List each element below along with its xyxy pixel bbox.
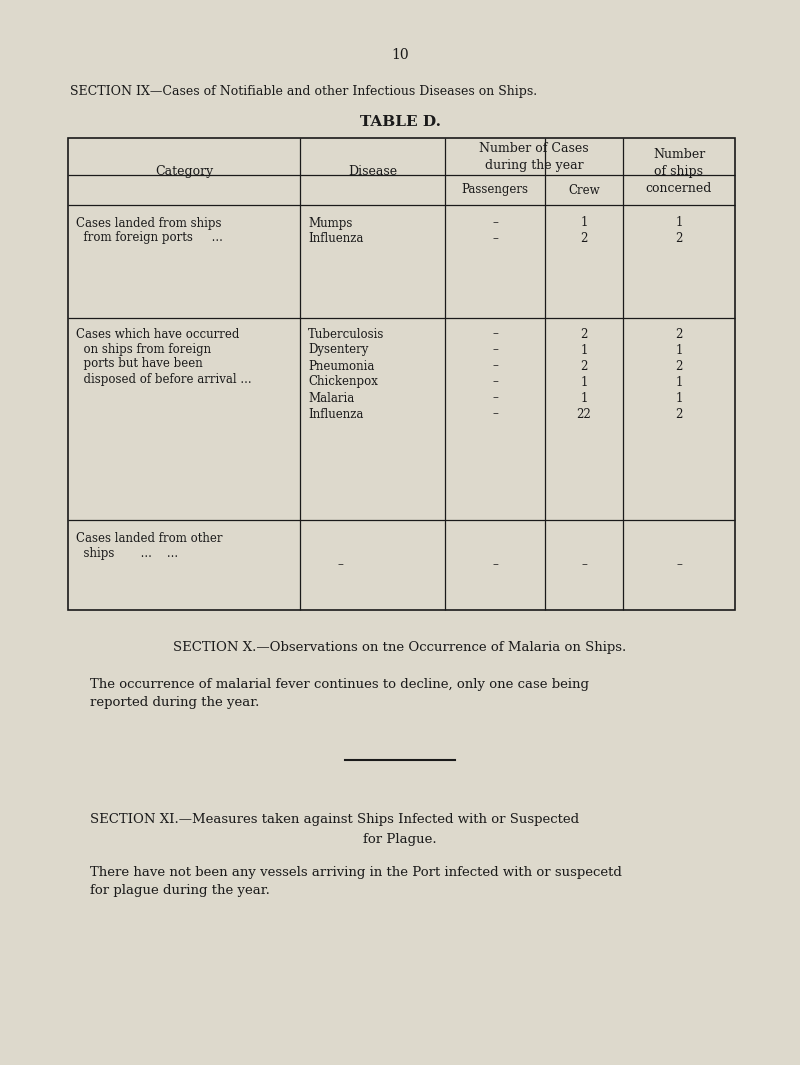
Text: Chickenpox: Chickenpox — [308, 376, 378, 389]
Text: –: – — [581, 558, 587, 572]
Text: ships       ...    ...: ships ... ... — [76, 546, 178, 559]
Text: 2: 2 — [580, 232, 588, 246]
Text: SECTION XI.—Measures taken against Ships Infected with or Suspected: SECTION XI.—Measures taken against Ships… — [90, 814, 579, 826]
Text: –: – — [492, 216, 498, 229]
Text: 1: 1 — [675, 376, 682, 389]
Text: Number
of ships
concerned: Number of ships concerned — [646, 148, 712, 195]
Text: 2: 2 — [675, 408, 682, 421]
Text: TABLE D.: TABLE D. — [359, 115, 441, 129]
Text: –: – — [492, 232, 498, 246]
Text: 1: 1 — [580, 392, 588, 405]
Text: The occurrence of malarial fever continues to decline, only one case being
repor: The occurrence of malarial fever continu… — [90, 678, 589, 709]
Text: 1: 1 — [580, 376, 588, 389]
Text: There have not been any vessels arriving in the Port infected with or suspecetd
: There have not been any vessels arriving… — [90, 866, 622, 897]
Text: –: – — [492, 376, 498, 389]
Text: for Plague.: for Plague. — [363, 834, 437, 847]
Bar — [68, 138, 735, 610]
Text: 2: 2 — [675, 360, 682, 373]
Text: 2: 2 — [675, 232, 682, 246]
Text: –: – — [337, 558, 343, 572]
Text: Number of Cases
during the year: Number of Cases during the year — [479, 142, 589, 171]
Text: –: – — [492, 392, 498, 405]
Text: Cases which have occurred: Cases which have occurred — [76, 328, 239, 341]
Text: 1: 1 — [580, 344, 588, 357]
Text: Influenza: Influenza — [308, 232, 363, 246]
Text: Crew: Crew — [568, 183, 600, 197]
Text: SECTION IX—Cases of Notifiable and other Infectious Diseases on Ships.: SECTION IX—Cases of Notifiable and other… — [70, 85, 537, 98]
Text: –: – — [492, 360, 498, 373]
Text: disposed of before arrival ...: disposed of before arrival ... — [76, 373, 252, 386]
Text: 1: 1 — [675, 216, 682, 229]
Text: –: – — [492, 328, 498, 341]
Text: 1: 1 — [580, 216, 588, 229]
Text: 2: 2 — [580, 328, 588, 341]
Text: –: – — [492, 558, 498, 572]
Text: Passengers: Passengers — [462, 183, 529, 197]
Text: 1: 1 — [675, 392, 682, 405]
Text: –: – — [492, 344, 498, 357]
Text: Malaria: Malaria — [308, 392, 354, 405]
Text: SECTION X.—Observations on tne Occurrence of Malaria on Ships.: SECTION X.—Observations on tne Occurrenc… — [174, 641, 626, 655]
Text: Cases landed from ships: Cases landed from ships — [76, 216, 222, 229]
Text: –: – — [676, 558, 682, 572]
Text: 22: 22 — [577, 408, 591, 421]
Text: ports but have been: ports but have been — [76, 358, 202, 371]
Text: 1: 1 — [675, 344, 682, 357]
Text: on ships from foreign: on ships from foreign — [76, 343, 211, 356]
Text: Dysentery: Dysentery — [308, 344, 368, 357]
Text: Mumps: Mumps — [308, 216, 352, 229]
Text: 2: 2 — [580, 360, 588, 373]
Text: 2: 2 — [675, 328, 682, 341]
Text: from foreign ports     ...: from foreign ports ... — [76, 231, 223, 245]
Text: Tuberculosis: Tuberculosis — [308, 328, 384, 341]
Text: Category: Category — [155, 165, 213, 178]
Text: 10: 10 — [391, 48, 409, 62]
Text: Cases landed from other: Cases landed from other — [76, 531, 222, 544]
Text: –: – — [492, 408, 498, 421]
Text: Pneumonia: Pneumonia — [308, 360, 374, 373]
Text: Influenza: Influenza — [308, 408, 363, 421]
Text: Disease: Disease — [348, 165, 397, 178]
